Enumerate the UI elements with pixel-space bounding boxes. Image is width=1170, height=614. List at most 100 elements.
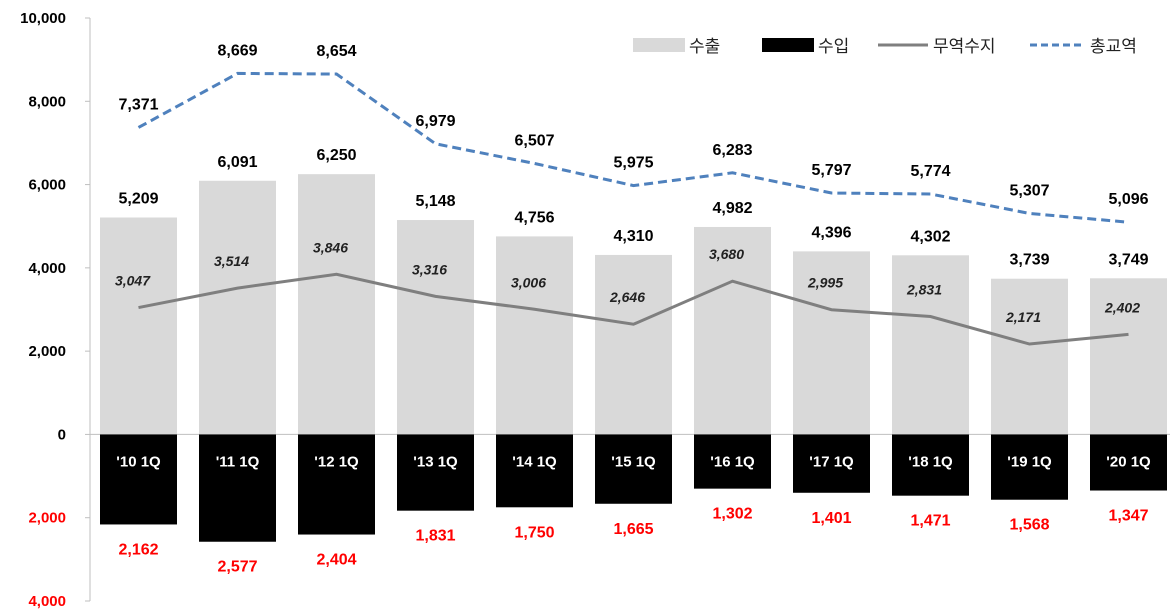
export-bar <box>892 255 969 435</box>
total-value-labels: 7,371 8,669 8,654 6,979 6,507 5,975 6,283 5,797… <box>118 42 1148 208</box>
legend-swatch-import <box>762 38 814 52</box>
legend-item-import: 수입 <box>762 37 849 57</box>
import-bar <box>1090 434 1167 491</box>
category-label: '11 1Q <box>216 453 260 470</box>
export-bars <box>100 174 1167 435</box>
export-bar <box>397 220 474 435</box>
export-value-label: 6,250 <box>316 147 356 164</box>
legend-label-total: 총교역 <box>1090 37 1137 57</box>
total-value-label: 5,797 <box>811 162 851 179</box>
category-label: '17 1Q <box>809 453 854 470</box>
import-bars <box>100 434 1167 542</box>
export-bar <box>496 236 573 435</box>
total-trade-series-line <box>137 71 1129 224</box>
export-value-labels: 5,209 6,091 6,250 5,148 4,756 4,310 4,982 4,396… <box>118 147 1148 269</box>
y-tick-label: 4,000 <box>28 593 66 610</box>
balance-value-label: 2,995 <box>807 275 843 291</box>
import-value-label: 1,568 <box>1009 517 1049 534</box>
balance-value-label: 3,047 <box>115 273 151 289</box>
export-value-label: 3,739 <box>1009 252 1049 269</box>
export-bar <box>199 180 276 435</box>
balance-value-label: 2,646 <box>609 289 645 305</box>
export-value-label: 4,756 <box>514 209 554 226</box>
export-value-label: 4,302 <box>910 228 950 245</box>
export-bar <box>694 226 771 435</box>
import-value-label: 2,162 <box>118 541 158 558</box>
category-label: '12 1Q <box>314 453 359 470</box>
category-label: '10 1Q <box>116 453 161 470</box>
import-value-label: 1,471 <box>910 513 950 530</box>
import-value-label: 1,750 <box>514 524 554 541</box>
balance-value-label: 3,514 <box>214 253 249 269</box>
balance-value-label: 3,316 <box>412 261 447 277</box>
y-tick-label: 2,000 <box>28 510 66 527</box>
export-bar <box>595 254 672 435</box>
legend-swatch-export <box>633 38 685 52</box>
trade-balance-series-line <box>138 272 1129 346</box>
import-value-label: 2,577 <box>217 559 257 576</box>
y-tick-label: 4,000 <box>28 260 66 277</box>
import-value-label: 2,404 <box>316 552 356 569</box>
export-value-label: 4,396 <box>811 224 851 241</box>
total-value-label: 5,096 <box>1108 191 1148 208</box>
import-bar <box>595 434 672 504</box>
legend: 수출 수입 무역수지 총교역 <box>633 37 1137 57</box>
total-value-label: 5,307 <box>1009 182 1049 199</box>
category-label: '18 1Q <box>908 453 953 470</box>
export-value-label: 5,209 <box>118 191 158 208</box>
y-tick-label: 8,000 <box>28 93 66 110</box>
category-label: '16 1Q <box>710 453 755 470</box>
category-label: '14 1Q <box>512 453 557 470</box>
export-bar <box>100 217 177 435</box>
balance-value-label: 2,402 <box>1104 299 1140 315</box>
total-value-label: 8,654 <box>316 43 356 60</box>
import-bar <box>793 434 870 493</box>
balance-value-label: 3,006 <box>511 274 546 290</box>
import-value-label: 1,302 <box>712 506 752 523</box>
import-value-label: 1,401 <box>811 510 851 527</box>
legend-label-import: 수입 <box>818 37 849 57</box>
trade-balance-line <box>138 272 1129 346</box>
total-value-label: 5,975 <box>613 155 653 172</box>
category-label: '19 1Q <box>1007 453 1052 470</box>
export-value-label: 5,148 <box>415 193 455 210</box>
import-value-labels: 2,162 2,577 2,404 1,831 1,750 1,665 1,302 1,401… <box>118 506 1148 576</box>
balance-value-label: 3,680 <box>709 246 744 262</box>
y-tick-label: 10,000 <box>20 10 66 27</box>
import-bar <box>694 434 771 489</box>
import-value-label: 1,347 <box>1108 508 1148 525</box>
category-label: '13 1Q <box>413 453 458 470</box>
category-label: '15 1Q <box>611 453 656 470</box>
export-bar <box>793 251 870 435</box>
export-bar <box>1090 278 1167 435</box>
import-value-label: 1,831 <box>415 528 455 545</box>
legend-label-balance: 무역수지 <box>933 37 996 57</box>
total-value-label: 6,979 <box>415 113 455 130</box>
total-value-label: 8,669 <box>217 42 257 59</box>
import-bar <box>199 434 276 542</box>
export-value-label: 4,310 <box>613 228 653 245</box>
category-labels: '10 1Q '11 1Q '12 1Q '13 1Q '14 1Q '15 1Q '16 … <box>116 453 1151 470</box>
export-value-label: 4,982 <box>712 200 752 217</box>
total-trade-line <box>137 71 1129 224</box>
import-bar <box>991 434 1068 500</box>
import-bar <box>496 434 573 508</box>
y-tick-label: 2,000 <box>28 343 66 360</box>
total-value-label: 6,283 <box>712 142 752 159</box>
export-bar <box>991 278 1068 435</box>
import-bar <box>298 434 375 535</box>
y-tick-label: 6,000 <box>28 177 66 194</box>
category-label: '20 1Q <box>1106 453 1151 470</box>
balance-value-label: 3,846 <box>313 239 348 255</box>
legend-item-total: 총교역 <box>1030 37 1137 57</box>
import-bar <box>100 434 177 525</box>
legend-item-export: 수출 <box>633 37 720 57</box>
import-value-label: 1,665 <box>613 521 653 538</box>
legend-item-balance: 무역수지 <box>878 37 996 57</box>
import-bar <box>892 434 969 496</box>
total-value-label: 6,507 <box>514 132 554 149</box>
import-bar <box>397 434 474 511</box>
total-value-label: 5,774 <box>910 163 950 180</box>
balance-value-label: 2,171 <box>1005 309 1041 325</box>
